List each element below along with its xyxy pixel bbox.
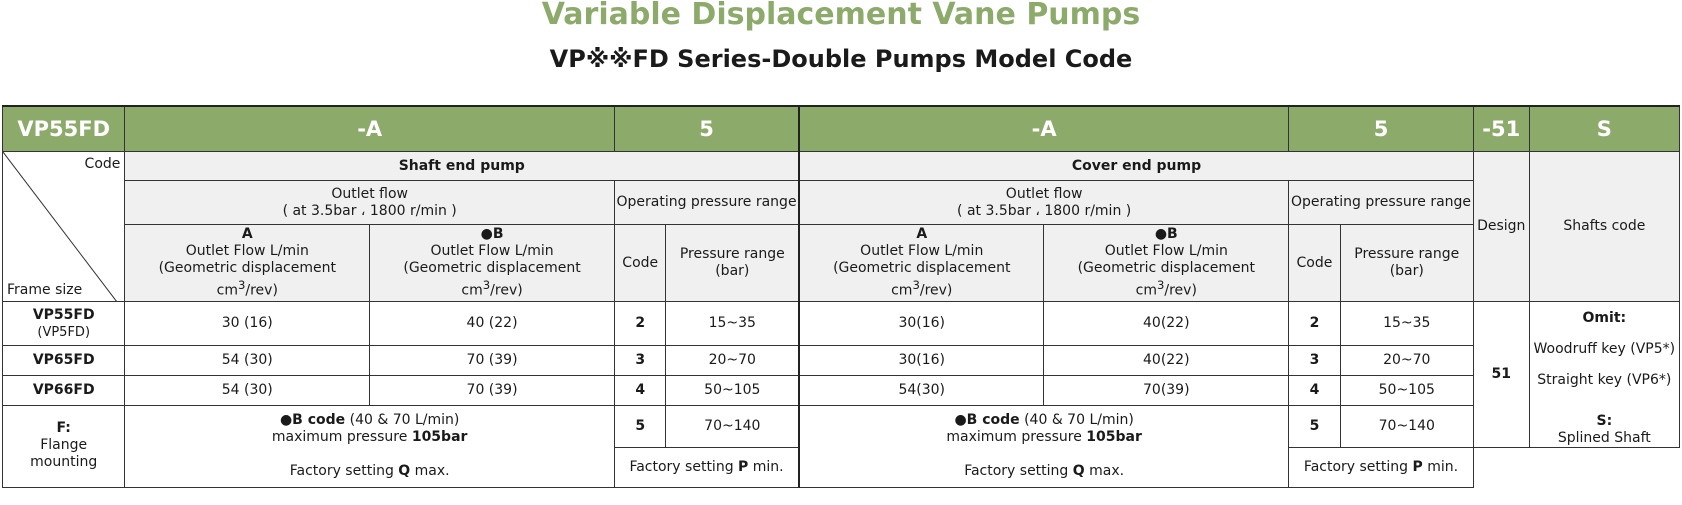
header-row: VP55FD -A 5 -A 5 -51 S (1, 105, 1681, 152)
table-row: VP65FD 54 (30) 70 (39) 3 20~70 30(16) 40… (1, 345, 1680, 376)
header-cover-flow: -A (798, 105, 1290, 152)
shaft-pressure-range: 70~140 (665, 405, 800, 448)
shaft-pressure-range: 50~105 (665, 375, 800, 406)
diagonal-header-cell: Code Frame size (1, 151, 126, 302)
shaft-pressure-code: 2 (613, 301, 667, 346)
cover-factory-setting-p: Factory setting P min. (1288, 447, 1474, 488)
cover-pressure-code: 4 (1288, 375, 1341, 406)
diag-code-label: Code (84, 156, 121, 172)
table-row: VP55FD (VP5FD) 30 (16) 40 (22) 2 15~35 3… (1, 301, 1681, 448)
cover-pressure-code: 2 (1288, 301, 1341, 346)
shaft-flow-B-value: 70 (39) (369, 345, 615, 376)
shaft-pressure-range: 20~70 (665, 345, 800, 376)
frame-size-cell: VP65FD (1, 345, 126, 376)
page-title: Variable Displacement Vane Pumps (541, 0, 1141, 32)
table-row: Factory setting P min. Factory setting P… (3, 447, 1680, 488)
shaft-pressure-range: 15~35 (665, 301, 800, 346)
table-row: VP66FD 54 (30) 70 (39) 4 50~105 54(30) 7… (1, 375, 1680, 406)
cover-code-heading: Code (1288, 224, 1341, 302)
cover-flow-A-heading: A Outlet Flow L/min (Geometric displacem… (798, 224, 1045, 302)
shaft-pressure-heading: Pressure range (bar) (665, 224, 800, 302)
cover-pressure-range: 50~105 (1339, 375, 1474, 406)
page-subtitle: VP※※FD Series-Double Pumps Model Code (549, 45, 1133, 73)
header-shaft-flow: -A (124, 105, 615, 152)
cover-flow-B-value: 40(22) (1043, 301, 1290, 346)
design-heading: Design (1472, 151, 1530, 302)
cover-pressure-code: 3 (1288, 345, 1341, 376)
design-value: 51 (1472, 301, 1530, 448)
shaft-flow-A-heading: A Outlet Flow L/min (Geometric displacem… (124, 224, 371, 302)
cover-bcode-note: ●B code (40 & 70 L/min) maximum pressure… (798, 405, 1290, 488)
shaft-flow-A-value: 54 (30) (124, 345, 371, 376)
diag-frame-label: Frame size (7, 282, 83, 298)
diagonal-line (3, 152, 117, 302)
header-shaft-pressure: 5 (613, 105, 800, 152)
cover-flow-B-value: 70(39) (1043, 375, 1290, 406)
shaft-pressure-code: 4 (613, 375, 667, 406)
cover-flow-B-value: 40(22) (1043, 345, 1290, 376)
shafts-code-heading: Shafts code (1528, 151, 1681, 302)
table-row: F: Flange mounting ●B code (40 & 70 L/mi… (1, 405, 1680, 488)
shaft-pressure-code: 3 (613, 345, 667, 376)
cover-pressure-code: 5 (1288, 405, 1341, 448)
shaft-flow-A-value: 30 (16) (124, 301, 371, 346)
frame-size-cell: VP55FD (VP5FD) (1, 301, 126, 346)
shaft-pressure-range-heading: Operating pressure range (613, 180, 800, 225)
frame-size-cell: VP66FD (1, 375, 126, 406)
cover-flow-B-heading: ●B Outlet Flow L/min (Geometric displace… (1043, 224, 1290, 302)
shaft-flow-B-value: 70 (39) (369, 375, 615, 406)
cover-pressure-range: 20~70 (1339, 345, 1474, 376)
cover-flow-A-value: 54(30) (798, 375, 1045, 406)
cover-end-pump-heading: Cover end pump (798, 151, 1474, 181)
cover-pressure-range: 70~140 (1339, 405, 1474, 448)
shaft-factory-setting-p: Factory setting P min. (613, 447, 800, 488)
cover-flow-A-value: 30(16) (798, 345, 1045, 376)
cover-pressure-range: 15~35 (1339, 301, 1474, 346)
cover-flow-A-value: 30(16) (798, 301, 1045, 346)
shafts-code-values: Omit: Woodruff key (VP5*) Straight key (… (1528, 301, 1681, 448)
shaft-outlet-flow-heading: Outlet flow ( at 3.5bar ، 1800 r/min ) (124, 180, 615, 225)
header-model: VP55FD (1, 105, 126, 152)
cover-pressure-heading: Pressure range (bar) (1339, 224, 1474, 302)
header-shaft: S (1528, 105, 1681, 152)
shaft-flow-A-value: 54 (30) (124, 375, 371, 406)
shaft-pressure-code: 5 (613, 405, 667, 448)
shaft-flow-B-value: 40 (22) (369, 301, 615, 346)
cover-pressure-range-heading: Operating pressure range (1288, 180, 1474, 225)
flange-mounting-cell: F: Flange mounting (1, 405, 126, 488)
shaft-flow-B-heading: ●B Outlet Flow L/min (Geometric displace… (369, 224, 615, 302)
shaft-bcode-note: ●B code (40 & 70 L/min) maximum pressure… (124, 405, 615, 488)
header-design: -51 (1472, 105, 1530, 152)
cover-outlet-flow-heading: Outlet flow ( at 3.5bar ، 1800 r/min ) (798, 180, 1290, 225)
shaft-end-pump-heading: Shaft end pump (124, 151, 800, 181)
header-cover-pressure: 5 (1288, 105, 1474, 152)
shaft-code-heading: Code (613, 224, 667, 302)
model-code-table: VP55FD -A 5 -A 5 -51 S Code Frame size S… (1, 105, 1681, 488)
